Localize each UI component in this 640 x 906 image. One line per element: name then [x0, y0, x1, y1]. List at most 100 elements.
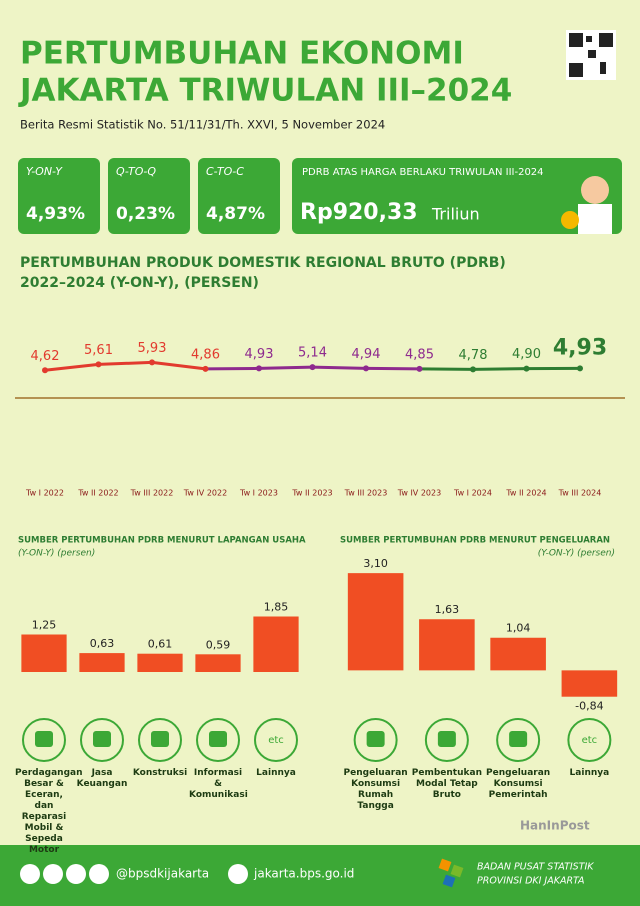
icon-glyph: [93, 731, 111, 747]
value-label: 4,93: [553, 335, 607, 360]
value-label: 4,62: [31, 349, 60, 364]
icon-glyph: [366, 731, 385, 747]
icon-glyph: [509, 731, 528, 747]
x-tick-label: Pembentukan Modal Tetap Bruto: [411, 768, 482, 800]
pdrb-label: PDRB ATAS HARGA BERLAKU TRIWULAN III-202…: [302, 167, 544, 178]
point: [42, 367, 48, 374]
bps-logo: [438, 858, 464, 888]
stat-box: [108, 158, 190, 234]
x-tick-label: Konstruksi: [132, 768, 188, 778]
category-icon: [254, 718, 298, 762]
chart-title: SUMBER PERTUMBUHAN PDRB MENURUT LAPANGAN…: [18, 536, 306, 546]
x-tick-label: Tw IV 2023: [397, 489, 441, 498]
point: [149, 359, 155, 366]
value-label: 3,10: [363, 557, 388, 570]
icon-label: etc: [582, 735, 598, 746]
value-label: 1,63: [435, 603, 460, 616]
line-segment: [472, 367, 527, 371]
value-label: 0,63: [90, 637, 115, 650]
line-segment: [258, 365, 313, 370]
x-tick-label: Lainnya: [256, 768, 296, 778]
chart-title: SUMBER PERTUMBUHAN PDRB MENURUT PENGELUA…: [340, 536, 610, 546]
title: JAKARTA TRIWULAN III–2024: [18, 73, 512, 109]
value-label: 1,85: [264, 601, 289, 614]
point: [416, 365, 423, 372]
x-tick-label: Perdagangan Besar & Eceran, dan Reparasi…: [15, 768, 83, 855]
line-segment: [98, 360, 153, 366]
bar: [137, 653, 183, 672]
category-icon: [196, 718, 240, 762]
title: PERTUMBUHAN EKONOMI: [20, 36, 464, 72]
value-label: 1,25: [32, 619, 57, 632]
x-tick-label: Tw III 2022: [130, 489, 174, 498]
chart-subtitle: (Y-ON-Y) (persen): [18, 549, 95, 559]
line-segment: [151, 360, 206, 371]
value-label: -0,84: [575, 700, 603, 713]
icon-label: etc: [268, 735, 284, 746]
category-icon: [567, 718, 612, 762]
x-tick-label: Tw III 2024: [558, 489, 602, 498]
x-tick-label: Tw IV 2022: [183, 489, 227, 498]
bar: [21, 634, 67, 672]
point: [309, 364, 316, 371]
point: [523, 365, 530, 372]
stat-box: [18, 158, 100, 234]
chart-subtitle: (Y-ON-Y) (persen): [538, 549, 615, 559]
category-icon: [138, 718, 182, 762]
subtitle: Berita Resmi Statistik No. 51/11/31/Th. …: [20, 118, 385, 132]
x-tick-label: Jasa Keuangan: [76, 768, 128, 789]
x-tick-label: Tw II 2022: [77, 489, 118, 498]
x-tick-label: Tw II 2024: [505, 489, 546, 498]
value-label: 4,85: [405, 347, 434, 362]
point: [202, 365, 209, 372]
line-segment: [312, 365, 367, 370]
qr-code: [566, 30, 616, 80]
point: [577, 365, 583, 372]
point: [363, 365, 369, 372]
stat-value: 0,23%: [116, 204, 175, 224]
x-tick-label: Pengeluaran Konsumsi Pemerintah: [486, 768, 551, 800]
social-handle: @bpsdkijakarta: [116, 867, 209, 881]
value-label: 4,93: [245, 347, 274, 362]
value-label: 4,86: [191, 347, 220, 362]
org: PROVINSI DKI JAKARTA: [477, 876, 585, 887]
x-tick-label: Informasi & Komunikasi: [189, 768, 248, 800]
stat-value: 4,93%: [26, 204, 85, 224]
icon-glyph: [35, 731, 53, 747]
point: [95, 361, 102, 368]
stat-label: Y-ON-Y: [26, 165, 63, 178]
x-tick-label: Tw I 2022: [25, 489, 64, 498]
category-icon: [353, 718, 398, 762]
social-icons: [20, 864, 248, 884]
icon-glyph: [437, 731, 456, 747]
bar: [419, 619, 475, 671]
x-tick-label: Lainnya: [569, 768, 610, 778]
value-label: 1,04: [506, 622, 531, 635]
x-tick-label: Tw I 2023: [239, 489, 278, 498]
pdrb-unit: Triliun: [431, 205, 480, 224]
value-label: 5,93: [138, 341, 167, 356]
stat-value: 4,87%: [206, 204, 265, 224]
line-segment: [44, 362, 99, 372]
bar: [490, 637, 546, 671]
pdrb-box: [292, 158, 622, 234]
bar: [253, 616, 299, 672]
point: [256, 365, 262, 372]
icon-glyph: [151, 731, 169, 747]
value-label: 5,61: [84, 343, 113, 358]
stat-label: C-TO-C: [206, 165, 244, 178]
x-tick-label: Tw III 2023: [344, 489, 388, 498]
icon-glyph: [209, 731, 227, 747]
value-label: 5,14: [298, 346, 327, 361]
chart-title: PERTUMBUHAN PRODUK DOMESTIK REGIONAL BRU…: [20, 255, 506, 271]
org: BADAN PUSAT STATISTIK: [477, 862, 594, 873]
category-icon: [80, 718, 124, 762]
bar: [195, 654, 241, 672]
value-label: 0,59: [206, 638, 231, 651]
value-label: 0,61: [148, 638, 173, 651]
bar: [347, 573, 404, 671]
x-tick-label: Pengeluaran Konsumsi Rumah Tangga: [343, 768, 408, 811]
stat-box: [198, 158, 280, 234]
value-label: 4,94: [352, 347, 381, 362]
